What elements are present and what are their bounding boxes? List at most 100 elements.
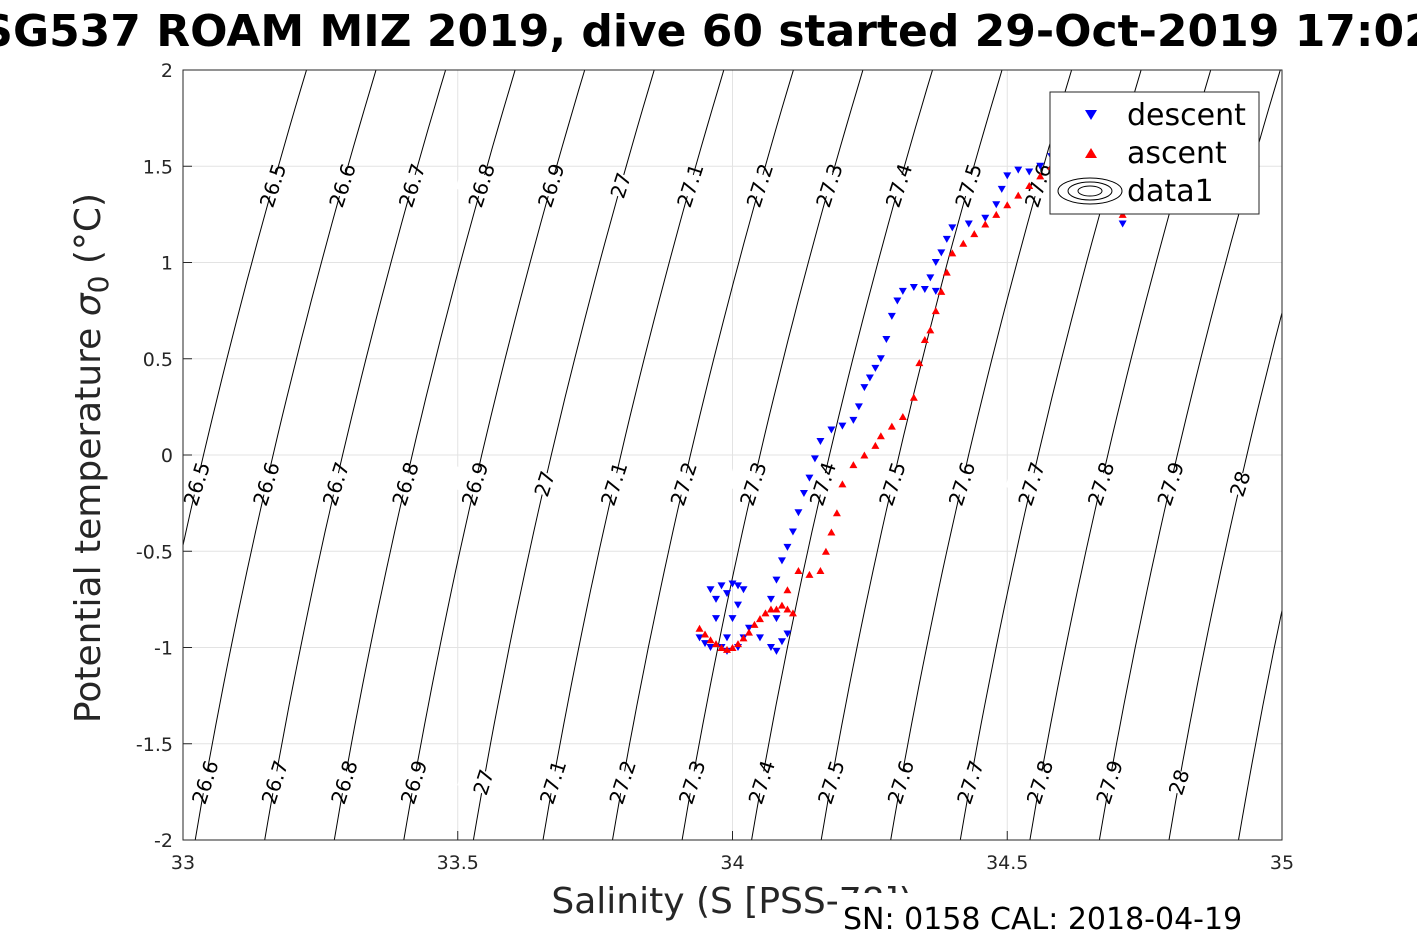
- ascent-point: [871, 441, 880, 449]
- density-label-background: [596, 764, 649, 801]
- ascent-point: [959, 239, 968, 247]
- ascent-point: [695, 624, 704, 632]
- descent-point: [838, 422, 847, 430]
- legend-descent-label: descent: [1127, 98, 1246, 133]
- ascent-point: [712, 640, 721, 648]
- descent-point: [766, 595, 775, 603]
- y-axis-label-subscript: 0: [82, 276, 115, 294]
- descent-point: [733, 601, 742, 609]
- descent-point: [712, 615, 721, 623]
- descent-point: [712, 595, 721, 603]
- ascent-point: [887, 422, 896, 430]
- y-axis-label-symbol: σ: [68, 292, 109, 316]
- legend-descent-marker: [1085, 110, 1097, 120]
- axis-ticks: 33 33.5 34 34.5 35 2 1.5 1 0.5 0 -0.5 -1 -1.5 -2: [136, 60, 1294, 874]
- density-label-background: [309, 465, 363, 502]
- descent-point: [893, 297, 902, 305]
- ascent-point: [981, 220, 990, 228]
- descent-point: [931, 259, 940, 266]
- ascent-point: [1014, 191, 1023, 199]
- ascent-point: [788, 609, 797, 617]
- density-label-background: [657, 465, 710, 502]
- density-label-background: [664, 167, 717, 204]
- density-label-background: [455, 167, 508, 204]
- ascent-point: [920, 336, 929, 343]
- density-label-background: [874, 764, 928, 801]
- ascent-point: [832, 509, 841, 517]
- ascent-point: [1036, 172, 1045, 180]
- descent-point: [772, 647, 781, 655]
- density-contour-line: [264, 70, 447, 840]
- y-axis-label-unit: (°C): [68, 193, 109, 264]
- ascent-point: [706, 636, 715, 644]
- descent-point: [728, 615, 737, 623]
- ascent-point: [783, 586, 792, 594]
- ascent-point: [898, 413, 907, 420]
- density-contour-line: [1168, 310, 1282, 840]
- descent-point: [816, 438, 825, 446]
- descent-point: [739, 586, 748, 594]
- density-label-background: [872, 167, 926, 204]
- ascent-point: [733, 640, 742, 648]
- descent-point: [964, 220, 973, 228]
- density-label-background: [935, 465, 989, 502]
- descent-point: [805, 474, 814, 482]
- density-label-background: [587, 465, 641, 502]
- descent-point: [942, 235, 951, 243]
- descent-point: [723, 590, 732, 598]
- density-label-background: [170, 465, 224, 502]
- ascent-point: [926, 326, 935, 334]
- y-tick-label: 2: [161, 60, 173, 82]
- footer-background: [838, 893, 1278, 943]
- density-label-background: [1152, 764, 1206, 801]
- descent-point: [920, 285, 929, 293]
- y-tick-label: 0: [161, 445, 173, 467]
- descent-point: [810, 455, 819, 463]
- descent-point: [849, 416, 858, 424]
- density-label-background: [524, 167, 578, 204]
- density-contour-line: [183, 70, 307, 548]
- descent-point: [1118, 220, 1127, 228]
- density-label-background: [1005, 465, 1058, 502]
- x-tick-label: 35: [1270, 852, 1294, 874]
- y-axis-label-text: Potential temperature: [68, 328, 109, 723]
- ascent-point: [937, 287, 946, 295]
- ascent-point: [739, 634, 748, 642]
- descent-point: [777, 557, 786, 565]
- ascent-point: [783, 605, 792, 613]
- ascent-point: [915, 359, 924, 367]
- descent-point: [871, 364, 880, 372]
- density-contour-line: [681, 70, 864, 840]
- density-label-background: [240, 465, 293, 502]
- ascent-point: [805, 570, 814, 578]
- descent-point: [723, 634, 732, 642]
- ascent-point: [860, 451, 869, 459]
- ascent-point: [794, 567, 803, 574]
- descent-point: [695, 634, 704, 642]
- density-label-background: [803, 167, 856, 204]
- descent-point: [997, 185, 1006, 193]
- descent-point: [909, 284, 918, 292]
- density-label-background: [385, 167, 439, 204]
- density-label-background: [942, 167, 995, 204]
- descent-point: [706, 644, 715, 651]
- descent-point: [701, 640, 710, 648]
- descent-point: [755, 634, 764, 642]
- legend-ascent-label: ascent: [1127, 136, 1227, 171]
- ascent-point: [970, 230, 979, 238]
- descent-point: [794, 509, 803, 517]
- descent-point: [931, 287, 940, 295]
- descent-point: [926, 274, 935, 282]
- density-contour-line: [403, 70, 586, 840]
- ascent-point: [931, 307, 940, 315]
- descent-point: [1025, 168, 1034, 176]
- descent-point: [992, 201, 1001, 209]
- y-tick-label: -1: [154, 638, 173, 660]
- ascent-point: [849, 461, 858, 469]
- ascent-point: [909, 393, 918, 401]
- density-label-background: [387, 764, 441, 801]
- y-tick-label: -1.5: [136, 734, 173, 756]
- ascent-point: [942, 268, 951, 276]
- y-tick-label: 1: [161, 253, 173, 275]
- descent-point: [766, 644, 775, 651]
